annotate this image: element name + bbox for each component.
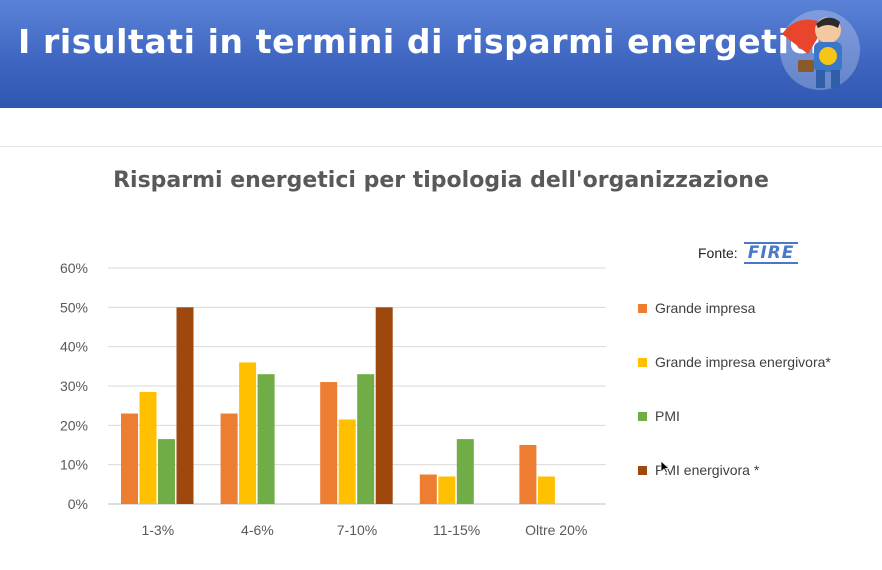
legend-swatch xyxy=(638,357,647,367)
legend-item: PMI energivora * xyxy=(638,462,759,478)
bar-2-2 xyxy=(239,362,257,504)
slide-header: I risultati in termini di risparmi energ… xyxy=(0,0,882,108)
x-tick-label: 4-6% xyxy=(241,522,274,538)
bar-2-4 xyxy=(438,476,456,504)
bar-2-5 xyxy=(537,476,555,504)
bar-4-3 xyxy=(375,307,393,504)
legend-label: PMI energivora * xyxy=(655,462,760,478)
x-tick-label: 11-15% xyxy=(433,522,480,538)
source-attribution: Fonte: FIRE xyxy=(698,240,799,266)
bar-2-1 xyxy=(139,391,157,504)
bar-1-5 xyxy=(519,445,537,504)
y-tick-label: 0% xyxy=(68,496,88,512)
bar-4-1 xyxy=(176,307,194,504)
y-tick-label: 60% xyxy=(60,260,88,276)
chart-title: Risparmi energetici per tipologia dell'o… xyxy=(113,168,769,193)
bar-3-4 xyxy=(456,439,474,504)
legend-item: PMI xyxy=(638,408,680,424)
x-tick-label: 7-10% xyxy=(337,522,377,538)
bar-2-3 xyxy=(338,419,356,504)
y-tick-label: 40% xyxy=(60,339,88,355)
legend-swatch xyxy=(638,411,647,421)
x-tick-label: 1-3% xyxy=(141,522,174,538)
legend-label: Grande impresa energivora* xyxy=(655,354,831,370)
legend-label: PMI xyxy=(655,408,680,424)
y-tick-label: 20% xyxy=(60,417,88,433)
legend-item: Grande impresa energivora* xyxy=(638,354,831,370)
superhero-mascot-icon xyxy=(780,10,860,90)
legend-label: Grande impresa xyxy=(655,300,756,316)
legend-item: Grande impresa xyxy=(638,300,755,316)
legend-swatch xyxy=(638,303,647,313)
y-tick-label: 30% xyxy=(60,378,88,394)
x-tick-label: Oltre 20% xyxy=(525,522,587,538)
fire-logo: FIRE xyxy=(743,242,799,264)
bar-1-1 xyxy=(121,413,138,504)
mouse-cursor-icon xyxy=(660,460,670,474)
slide-title: I risultati in termini di risparmi energ… xyxy=(18,22,822,61)
bar-1-4 xyxy=(419,474,437,504)
bar-3-1 xyxy=(158,439,175,504)
bar-1-2 xyxy=(220,413,238,504)
source-label: Fonte: xyxy=(698,245,738,261)
bar-3-3 xyxy=(357,374,375,504)
legend-swatch xyxy=(638,465,647,475)
y-tick-label: 50% xyxy=(60,299,88,315)
content-divider xyxy=(0,146,882,147)
bar-3-2 xyxy=(257,374,275,504)
y-tick-label: 10% xyxy=(60,457,88,473)
bar-1-3 xyxy=(320,382,338,504)
